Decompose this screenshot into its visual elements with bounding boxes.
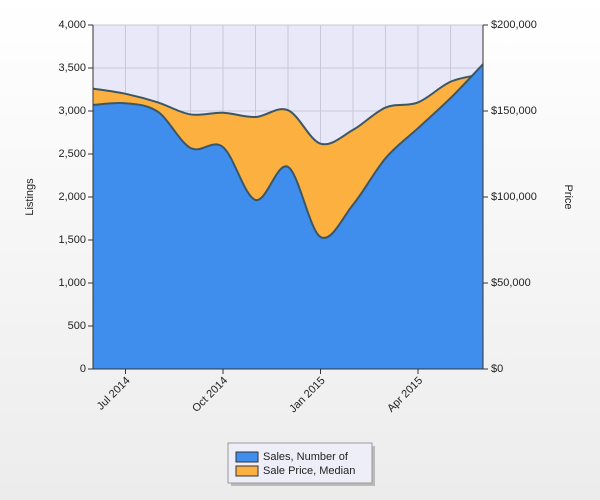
y-tick-label: 1,500 (58, 234, 86, 246)
y-tick-label: 1,000 (58, 277, 86, 289)
y2-tick-label: $0 (491, 363, 503, 375)
y2-axis-title: Price (562, 184, 574, 209)
y2-tick-label: $200,000 (491, 19, 537, 31)
area-outline (92, 63, 484, 239)
y-tick-label: 3,000 (58, 105, 86, 117)
area-outline (92, 73, 484, 146)
y-axis-title: Listings (24, 178, 36, 216)
legend-swatch (235, 451, 259, 463)
area (93, 64, 483, 369)
y2-tick-label: $100,000 (491, 191, 537, 203)
y-tick-label: 0 (80, 363, 86, 375)
y2-tick-label: $50,000 (491, 277, 531, 289)
legend-swatch (235, 465, 259, 477)
y-tick-label: 500 (68, 320, 86, 332)
legend-label: Sale Price, Median (263, 465, 355, 477)
legend-label: Sales, Number of (263, 451, 349, 463)
y-tick-label: 3,500 (58, 62, 86, 74)
y-tick-label: 2,500 (58, 148, 86, 160)
y-tick-label: 4,000 (58, 19, 86, 31)
legend (227, 442, 373, 484)
y-tick-label: 2,000 (58, 191, 86, 203)
y2-tick-label: $150,000 (491, 105, 537, 117)
